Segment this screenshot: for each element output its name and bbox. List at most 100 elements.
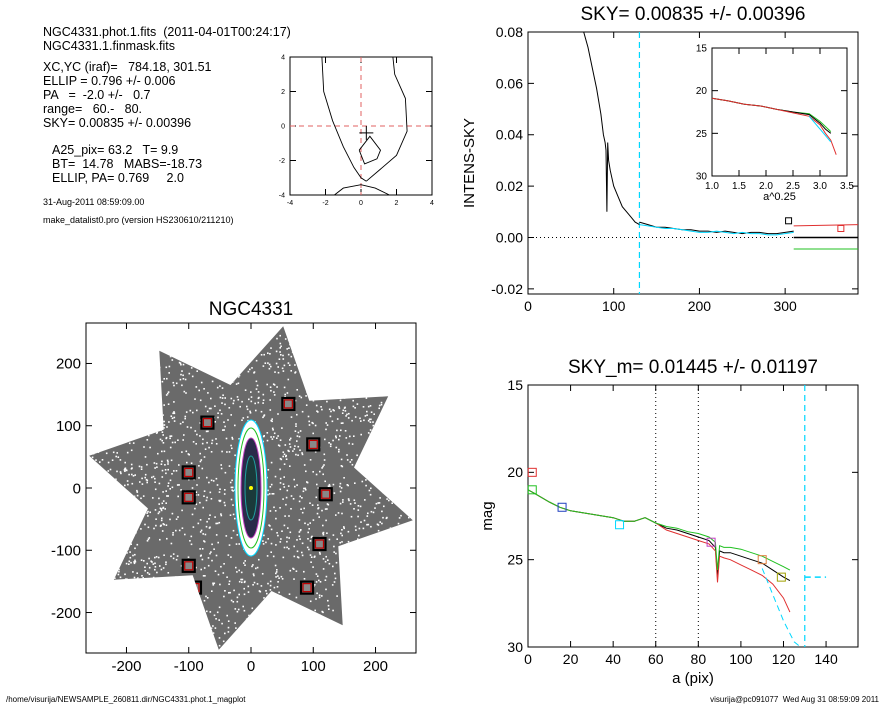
galaxy-speckle [204, 575, 206, 577]
galaxy-speckle [307, 531, 309, 534]
galaxy-speckle [351, 463, 354, 466]
galaxy-speckle [236, 596, 239, 599]
galaxy-speckle [169, 518, 171, 521]
galaxy-speckle [366, 552, 368, 554]
galaxy-speckle [369, 357, 371, 359]
galaxy-speckle [226, 614, 228, 617]
galaxy-speckle [308, 630, 311, 632]
galaxy-speckle [263, 629, 266, 631]
galaxy-speckle [167, 572, 170, 574]
galaxy-speckle [101, 344, 103, 347]
galaxy-speckle [273, 432, 276, 435]
galaxy-speckle [171, 486, 174, 489]
galaxy-speckle [296, 619, 299, 622]
galaxy-speckle [127, 611, 129, 613]
galaxy-speckle [93, 521, 95, 523]
galaxy-speckle [94, 436, 96, 439]
galaxy-speckle [280, 575, 283, 578]
galaxy-speckle [278, 445, 281, 447]
inset-x-tick-label: 2.0 [759, 181, 773, 192]
galaxy-speckle [100, 392, 102, 394]
galaxy-speckle [144, 606, 147, 608]
galaxy-speckle [271, 493, 274, 495]
galaxy-speckle [349, 435, 351, 438]
galaxy-speckle [388, 438, 390, 441]
galaxy-speckle [87, 598, 89, 600]
galaxy-speckle [135, 378, 137, 380]
galaxy-speckle [162, 567, 165, 569]
galaxy-speckle [225, 331, 227, 333]
galaxy-speckle [323, 464, 325, 466]
galaxy-speckle [324, 438, 326, 441]
galaxy-speckle [339, 485, 341, 488]
galaxy-speckle [119, 576, 122, 579]
galaxy-speckle [154, 477, 156, 480]
galaxy-speckle [190, 535, 193, 538]
galaxy-speckle [154, 368, 156, 370]
galaxy-speckle [210, 407, 212, 410]
galaxy-speckle [181, 604, 183, 607]
galaxy-speckle [355, 392, 358, 395]
galaxy-speckle [255, 621, 257, 624]
galaxy-speckle [315, 393, 317, 395]
galaxy-speckle [282, 483, 285, 485]
galaxy-speckle [289, 439, 291, 441]
galaxy-speckle [360, 395, 362, 397]
galaxy-speckle [251, 565, 253, 568]
galaxy-speckle [321, 467, 323, 469]
galaxy-speckle [186, 645, 189, 647]
galaxy-speckle [199, 531, 202, 533]
galaxy-speckle [282, 370, 285, 372]
galaxy-speckle [212, 347, 215, 349]
galaxy-speckle [170, 435, 173, 437]
galaxy-speckle [361, 556, 363, 558]
galaxy-speckle [102, 439, 105, 441]
galaxy-speckle [246, 405, 248, 408]
galaxy-speckle [214, 516, 216, 518]
galaxy-speckle [328, 538, 331, 541]
galaxy-speckle [336, 358, 338, 361]
galaxy-speckle [121, 551, 123, 554]
galaxy-speckle [389, 365, 392, 367]
galaxy-speckle [369, 589, 372, 591]
galaxy-speckle [201, 613, 204, 616]
galaxy-speckle [169, 488, 171, 490]
galaxy-speckle [212, 625, 214, 627]
galaxy-speckle [134, 435, 137, 437]
galaxy-speckle [133, 403, 135, 405]
galaxy-speckle [262, 399, 265, 401]
galaxy-speckle [378, 407, 380, 410]
galaxy-speckle [270, 551, 272, 553]
mag-plot-ylabel: mag [479, 501, 496, 530]
galaxy-speckle [304, 358, 306, 360]
galaxy-speckle [274, 510, 277, 512]
galaxy-speckle [386, 498, 388, 500]
galaxy-speckle [379, 332, 382, 335]
galaxy-speckle [287, 378, 290, 381]
galaxy-speckle [218, 637, 221, 639]
galaxy-speckle [304, 522, 306, 525]
galaxy-speckle [237, 642, 239, 644]
galaxy-speckle [238, 342, 241, 345]
galaxy-speckle [168, 595, 170, 597]
galaxy-speckle [98, 628, 100, 630]
galaxy-speckle [265, 541, 267, 544]
galaxy-speckle [92, 425, 94, 427]
galaxy-speckle [397, 490, 400, 492]
galaxy-speckle [413, 464, 415, 466]
galaxy-speckle [376, 540, 378, 543]
galaxy-speckle [355, 529, 357, 531]
galaxy-speckle [243, 581, 246, 584]
galaxy-speckle [127, 627, 129, 629]
galaxy-speckle [240, 634, 243, 637]
galaxy-speckle [340, 566, 343, 568]
galaxy-speckle [240, 571, 243, 574]
galaxy-speckle [115, 486, 117, 488]
galaxy-speckle [178, 622, 181, 625]
galaxy-speckle [366, 570, 368, 573]
galaxy-speckle [235, 383, 238, 385]
galaxy-speckle [154, 358, 156, 360]
galaxy-speckle [373, 446, 375, 448]
galaxy-speckle [361, 338, 364, 340]
galaxy-speckle [250, 343, 253, 346]
